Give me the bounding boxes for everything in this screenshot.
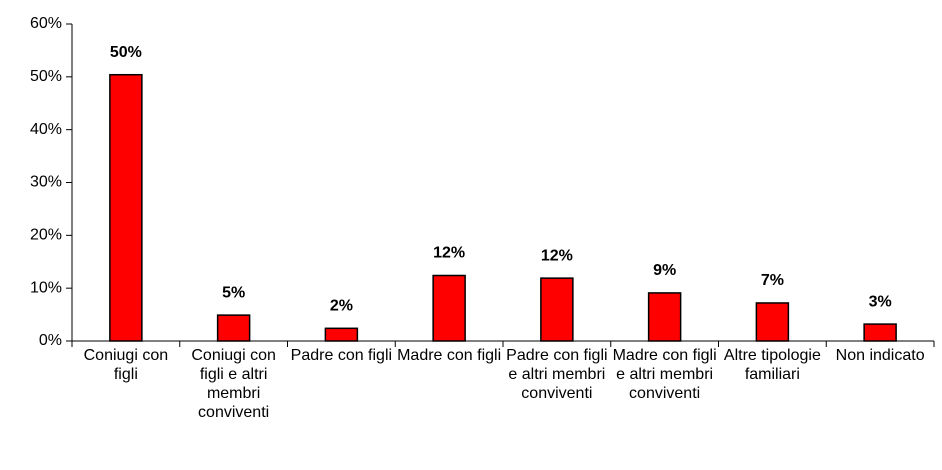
y-tick-label: 40%: [30, 121, 62, 138]
value-label: 12%: [541, 247, 573, 264]
y-tick-label: 10%: [30, 279, 62, 296]
value-label: 2%: [330, 298, 353, 315]
bar: [324, 327, 359, 342]
bar: [432, 274, 466, 342]
value-label: 9%: [653, 262, 676, 279]
x-tick-label: Coniugi con figli: [83, 347, 169, 383]
x-tick-label: Padre con figli: [290, 347, 393, 364]
y-tick-label: 0%: [39, 332, 62, 349]
value-label: 5%: [222, 284, 245, 301]
y-tick-label: 30%: [30, 174, 62, 191]
bar: [216, 314, 251, 342]
value-label: 7%: [761, 272, 784, 289]
x-tick-label: Padre con figli e altri membri convivent…: [506, 347, 608, 402]
y-tick-label: 60%: [30, 15, 62, 32]
value-label: 12%: [433, 245, 465, 262]
x-tick-label: Non indicato: [835, 347, 925, 364]
bar: [755, 302, 790, 342]
y-tick-label: 20%: [30, 227, 62, 244]
value-label: 3%: [869, 293, 892, 310]
bar: [109, 73, 143, 342]
bar: [540, 277, 574, 342]
value-label: 50%: [110, 44, 142, 61]
x-tick-label: Madre con figli e altri membri convivent…: [612, 347, 717, 402]
x-tick-label: Coniugi con figli e altri membri convive…: [191, 347, 276, 421]
y-tick-label: 50%: [30, 68, 62, 85]
x-tick-label: Madre con figli: [397, 347, 502, 364]
bar: [647, 292, 682, 342]
x-tick-label: Altre tipologie familiari: [723, 347, 821, 383]
bar: [863, 323, 897, 342]
